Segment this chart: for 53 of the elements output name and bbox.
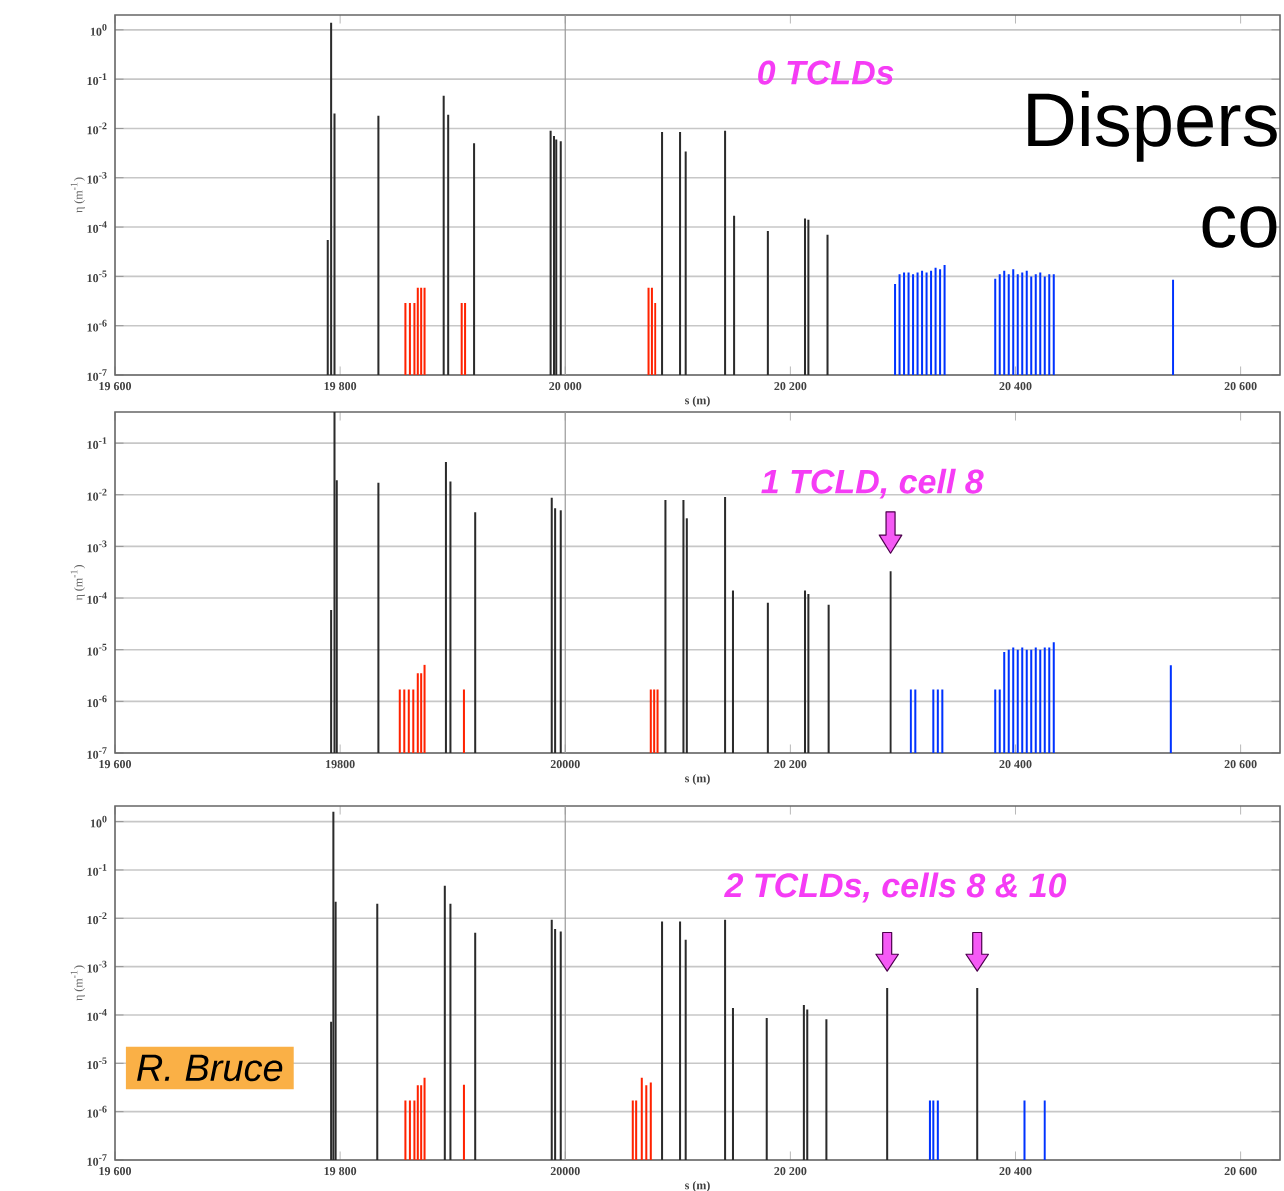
x-tick-label: 20 400 [999,1167,1032,1176]
text: 0 TCLDs [758,60,894,85]
x-tick-label: 19 600 [99,382,132,391]
x-tick-label: 20 400 [999,382,1032,391]
x-tick-label: 20 600 [1224,382,1257,391]
y-tick-label: 10$^{-5}$ [87,643,107,656]
x-tick-label: 20 000 [549,382,582,391]
y-tick-label: 10$^{0}$ [90,815,107,828]
y-tick-label: 10$^{-6}$ [87,1105,107,1118]
y-tick-label: 10$^{-7}$ [87,747,107,759]
y-tick-label: 10$^{-6}$ [87,319,107,332]
y-tick-label: 10$^{-1}$ [87,864,107,876]
y-tick-label: 10$^{-4}$ [87,1009,107,1021]
y-tick-label: 10$^{-2}$ [87,488,107,501]
x-tick-label: 20000 [550,1167,580,1176]
annotation: Dispers [1028,90,1277,162]
y-tick-label: 10$^{-2}$ [87,122,107,135]
x-tick-label: 20 200 [774,382,807,391]
x-tick-label: 19 600 [99,760,132,769]
y-tick-label: 10$^{-7}$ [87,369,107,381]
x-axis-title: s (m) [685,773,710,785]
x-axis-title: s (m) [685,1180,710,1191]
y-tick-label: 10$^{-3}$ [87,171,107,184]
annotation: R. Bruce [137,1054,283,1082]
x-tick-label: 20 600 [1224,760,1257,769]
y-tick-label: 10$^{-2}$ [87,912,107,925]
y-tick-label: 10$^{-5}$ [87,270,107,283]
y-tick-label: 10$^{-5}$ [87,1057,107,1070]
y-axis-title: η (m$^{-1}$) [70,965,85,1001]
y-tick-label: 10$^{0}$ [90,23,107,36]
y-axis-title: η (m$^{-1}$) [70,565,85,601]
annotation: co [1202,206,1277,248]
x-tick-label: 19 600 [99,1167,132,1176]
y-tick-label: 10$^{-6}$ [87,695,107,708]
y-tick-label: 10$^{-1}$ [87,73,107,86]
x-tick-label: 19 800 [324,1167,357,1176]
y-tick-label: 10$^{-7}$ [87,1154,107,1166]
x-tick-label: 19 800 [324,382,357,391]
y-tick-label: 10$^{-3}$ [87,540,107,553]
x-tick-label: 20 400 [999,760,1032,769]
y-tick-label: 10$^{-3}$ [87,960,107,973]
x-tick-label: 20000 [550,760,580,769]
x-tick-label: 19800 [326,760,355,769]
x-tick-label: 20 200 [774,1167,807,1176]
text: 2 TCLDs, cells 8 & 10 [724,872,1067,903]
y-axis-title: η (m$^{-1}$) [70,177,85,213]
y-tick-label: 10$^{-4}$ [87,221,107,233]
x-axis-title: s (m) [685,395,710,407]
y-tick-label: 10$^{-4}$ [87,592,107,604]
text: 1 TCLD, cell 8 [761,468,984,499]
y-tick-label: 10$^{-1}$ [87,437,107,449]
x-tick-label: 20 600 [1224,1167,1257,1176]
x-tick-label: 20 200 [774,760,807,769]
